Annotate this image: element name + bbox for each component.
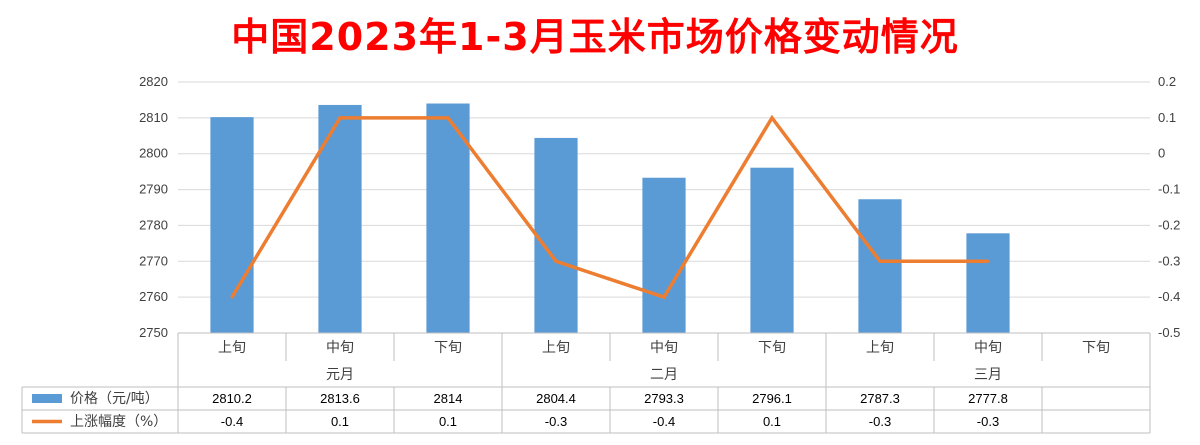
legend-label-price: 价格（元/吨） [70,391,159,407]
left-axis-tick-label: 2760 [139,289,168,304]
category-label: 下旬 [758,340,786,356]
price-bar [750,167,794,333]
right-axis-tick-label: 0.2 [1158,74,1176,89]
change-rate-point [230,295,234,299]
left-axis-tick-label: 2750 [139,325,168,340]
legend-label-change: 上涨幅度（%） [70,414,167,430]
right-axis-tick-label: -0.4 [1158,289,1180,304]
right-axis-tick-label: 0 [1158,146,1165,161]
month-label: 二月 [650,367,678,383]
price-bar [426,103,470,333]
right-axis-tick-label: 0.1 [1158,110,1176,125]
price-data-label: 2777.8 [968,391,1008,406]
price-data-label: 2813.6 [320,391,360,406]
change-data-label: 0.1 [439,414,457,429]
change-rate-point [554,259,558,263]
change-data-label: -0.3 [977,414,999,429]
category-label: 中旬 [650,340,678,356]
month-label: 元月 [326,367,354,383]
left-axis-tick-label: 2800 [139,146,168,161]
price-bar [642,177,686,333]
left-axis-tick-label: 2770 [139,253,168,268]
change-rate-point [338,116,342,120]
left-axis-tick-label: 2780 [139,217,168,232]
category-label: 下旬 [1082,340,1110,356]
price-data-label: 2804.4 [536,391,576,406]
change-rate-point [770,116,774,120]
change-data-label: -0.3 [545,414,567,429]
price-data-label: 2810.2 [212,391,252,406]
category-label: 上旬 [866,340,894,356]
price-data-label: 2796.1 [752,391,792,406]
price-data-label: 2793.3 [644,391,684,406]
category-label: 中旬 [326,340,354,356]
category-label: 下旬 [434,340,462,356]
left-axis-tick-label: 2790 [139,182,168,197]
price-bar [966,233,1010,333]
month-label: 三月 [974,367,1002,383]
change-rate-point [986,259,990,263]
change-data-label: -0.4 [653,414,675,429]
price-bar [318,104,362,333]
left-axis-tick-label: 2820 [139,74,168,89]
change-data-label: 0.1 [763,414,781,429]
change-rate-line [230,114,988,300]
change-rate-point [446,116,450,120]
category-label: 上旬 [542,340,570,356]
price-data-label: 2787.3 [860,391,900,406]
right-axis-tick-label: -0.3 [1158,253,1180,268]
price-data-label: 2814 [434,391,463,406]
price-bar [210,117,254,333]
change-rate-point [662,295,666,299]
left-axis-tick-label: 2810 [139,110,168,125]
price-bar [534,137,578,333]
right-axis-tick-label: -0.2 [1158,217,1180,232]
right-axis-tick-label: -0.1 [1158,182,1180,197]
change-data-label: 0.1 [331,414,349,429]
change-data-label: -0.4 [221,414,243,429]
price-bar [858,199,902,333]
change-data-label: -0.3 [869,414,891,429]
right-axis-tick-label: -0.5 [1158,325,1180,340]
category-label: 中旬 [974,340,1002,356]
legend-swatch-price [32,394,62,403]
category-label: 上旬 [218,340,246,356]
change-rate-point [878,259,882,263]
chart-title: 中国2023年1-3月玉米市场价格变动情况 [231,15,959,59]
